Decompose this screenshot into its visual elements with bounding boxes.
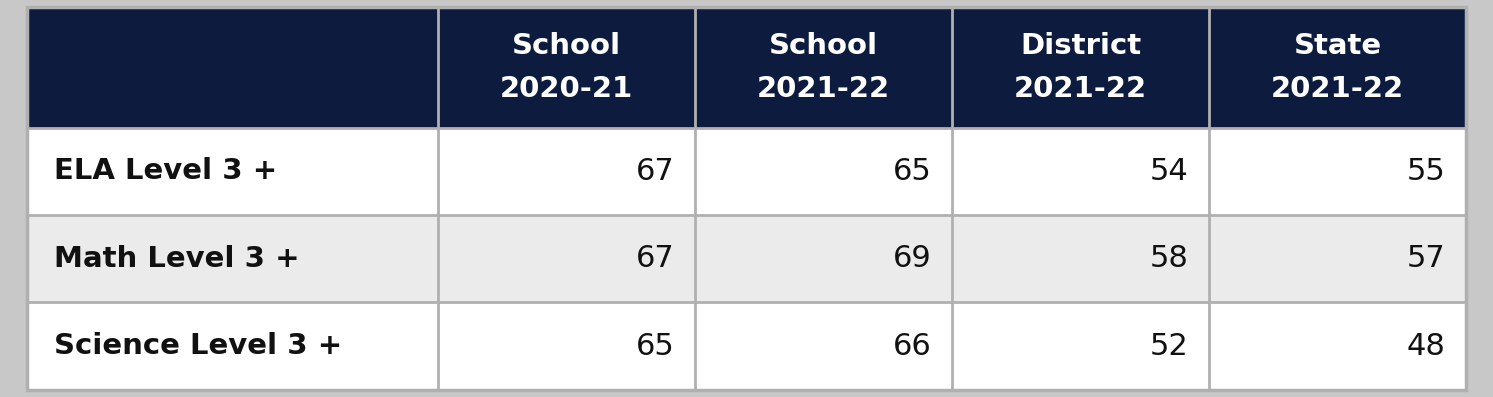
Text: 57: 57 bbox=[1406, 244, 1445, 273]
Text: School: School bbox=[512, 32, 621, 60]
Text: 65: 65 bbox=[893, 157, 932, 186]
Text: State: State bbox=[1293, 32, 1381, 60]
Bar bbox=[27, 303, 1466, 390]
Text: 52: 52 bbox=[1150, 331, 1188, 360]
Bar bbox=[27, 128, 1466, 215]
Bar bbox=[27, 7, 1466, 128]
Text: 2021-22: 2021-22 bbox=[1271, 75, 1405, 103]
Text: 67: 67 bbox=[636, 244, 675, 273]
Text: Math Level 3 +: Math Level 3 + bbox=[54, 245, 300, 273]
Text: 67: 67 bbox=[636, 157, 675, 186]
Text: 65: 65 bbox=[636, 331, 675, 360]
Text: 2021-22: 2021-22 bbox=[1014, 75, 1147, 103]
Text: 58: 58 bbox=[1150, 244, 1188, 273]
Text: 54: 54 bbox=[1150, 157, 1188, 186]
Text: 2020-21: 2020-21 bbox=[500, 75, 633, 103]
Text: 48: 48 bbox=[1406, 331, 1445, 360]
Text: Science Level 3 +: Science Level 3 + bbox=[54, 332, 342, 360]
Text: 2021-22: 2021-22 bbox=[757, 75, 890, 103]
Text: 55: 55 bbox=[1406, 157, 1445, 186]
Text: District: District bbox=[1020, 32, 1141, 60]
Text: ELA Level 3 +: ELA Level 3 + bbox=[54, 157, 278, 185]
Text: School: School bbox=[769, 32, 878, 60]
Bar bbox=[27, 215, 1466, 303]
Text: 66: 66 bbox=[893, 331, 932, 360]
Text: 69: 69 bbox=[893, 244, 932, 273]
